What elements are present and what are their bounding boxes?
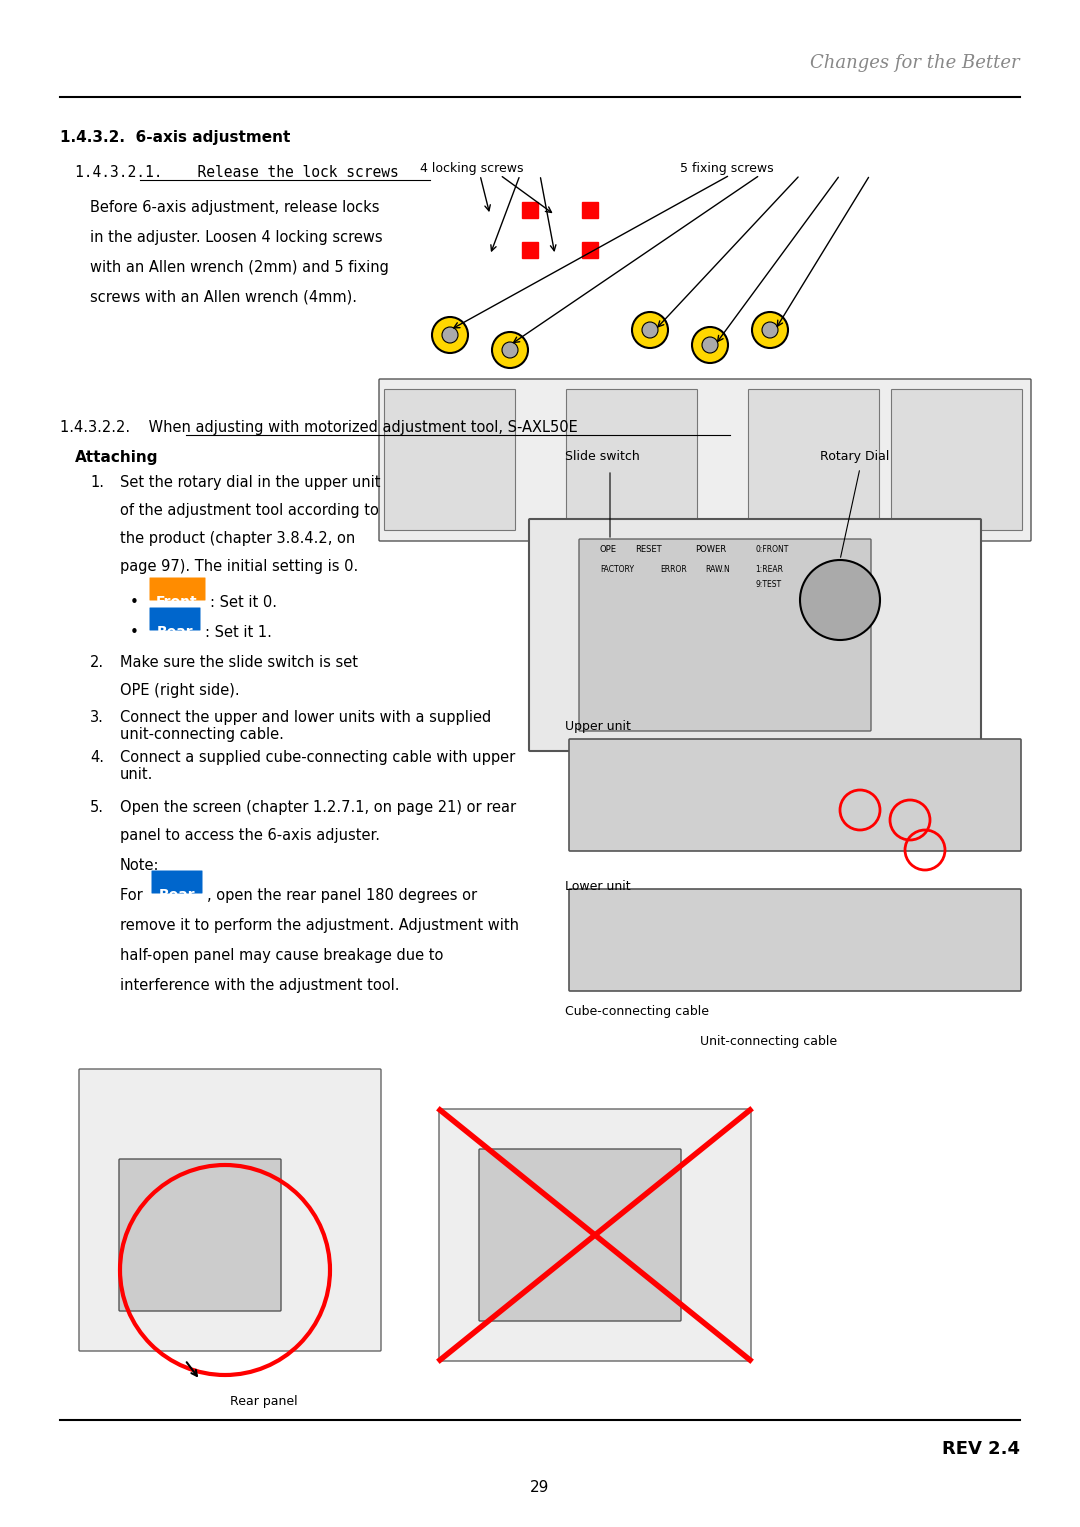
Text: Unit-connecting cable: Unit-connecting cable — [700, 1035, 837, 1048]
Text: 1.4.3.2.1.    Release the lock screws: 1.4.3.2.1. Release the lock screws — [75, 165, 399, 180]
Circle shape — [800, 560, 880, 640]
FancyBboxPatch shape — [480, 1148, 681, 1321]
Text: •: • — [130, 596, 139, 609]
Bar — [522, 202, 538, 218]
Text: 1.4.3.2.  6-axis adjustment: 1.4.3.2. 6-axis adjustment — [60, 130, 291, 145]
Text: Slide switch: Slide switch — [565, 450, 639, 463]
Text: Connect the upper and lower units with a supplied
unit-connecting cable.: Connect the upper and lower units with a… — [120, 710, 491, 742]
Circle shape — [642, 322, 658, 337]
Text: 4 locking screws: 4 locking screws — [420, 162, 524, 176]
Text: Make sure the slide switch is set: Make sure the slide switch is set — [120, 655, 357, 670]
Text: screws with an Allen wrench (4mm).: screws with an Allen wrench (4mm). — [90, 290, 357, 305]
Circle shape — [702, 337, 718, 353]
Text: Rear: Rear — [157, 625, 193, 638]
Text: Rear: Rear — [159, 889, 195, 902]
FancyBboxPatch shape — [79, 1069, 381, 1351]
Text: RESET: RESET — [635, 545, 662, 554]
Circle shape — [432, 318, 468, 353]
Text: remove it to perform the adjustment. Adjustment with: remove it to perform the adjustment. Adj… — [120, 918, 519, 933]
Bar — [582, 241, 598, 258]
Circle shape — [632, 312, 669, 348]
FancyBboxPatch shape — [569, 739, 1021, 851]
FancyBboxPatch shape — [384, 389, 515, 530]
Text: in the adjuster. Loosen 4 locking screws: in the adjuster. Loosen 4 locking screws — [90, 231, 382, 244]
FancyBboxPatch shape — [529, 519, 981, 751]
Text: : Set it 0.: : Set it 0. — [210, 596, 276, 609]
FancyBboxPatch shape — [151, 870, 203, 893]
Text: Connect a supplied cube-connecting cable with upper
unit.: Connect a supplied cube-connecting cable… — [120, 750, 515, 782]
Text: 29: 29 — [530, 1480, 550, 1495]
FancyBboxPatch shape — [579, 539, 870, 731]
Text: POWER: POWER — [696, 545, 726, 554]
Text: OPE: OPE — [600, 545, 617, 554]
Text: Before 6-axis adjustment, release locks: Before 6-axis adjustment, release locks — [90, 200, 379, 215]
Text: : Set it 1.: : Set it 1. — [205, 625, 272, 640]
Circle shape — [752, 312, 788, 348]
Text: 4.: 4. — [90, 750, 104, 765]
Text: Changes for the Better: Changes for the Better — [810, 53, 1020, 72]
FancyBboxPatch shape — [438, 1109, 751, 1361]
FancyBboxPatch shape — [379, 379, 1031, 541]
FancyBboxPatch shape — [748, 389, 879, 530]
Text: 0:FRONT: 0:FRONT — [755, 545, 788, 554]
Text: ERROR: ERROR — [660, 565, 687, 574]
Text: 5 fixing screws: 5 fixing screws — [680, 162, 773, 176]
FancyBboxPatch shape — [149, 577, 205, 600]
Text: 2.: 2. — [90, 655, 104, 670]
Text: Rotary Dial: Rotary Dial — [820, 450, 889, 463]
Text: Set the rotary dial in the upper unit: Set the rotary dial in the upper unit — [120, 475, 380, 490]
Text: of the adjustment tool according to: of the adjustment tool according to — [120, 502, 379, 518]
Text: Cube-connecting cable: Cube-connecting cable — [565, 1005, 708, 1019]
Text: 1.: 1. — [90, 475, 104, 490]
Bar — [522, 241, 538, 258]
Text: Rear panel: Rear panel — [230, 1396, 298, 1408]
Text: page 97). The initial setting is 0.: page 97). The initial setting is 0. — [120, 559, 359, 574]
Circle shape — [502, 342, 518, 357]
Text: the product (chapter 3.8.4.2, on: the product (chapter 3.8.4.2, on — [120, 531, 355, 547]
FancyBboxPatch shape — [891, 389, 1023, 530]
Circle shape — [692, 327, 728, 363]
Text: half-open panel may cause breakage due to: half-open panel may cause breakage due t… — [120, 948, 444, 964]
Text: panel to access the 6-axis adjuster.: panel to access the 6-axis adjuster. — [120, 828, 380, 843]
FancyBboxPatch shape — [149, 608, 201, 631]
Text: REV 2.4: REV 2.4 — [942, 1440, 1020, 1458]
FancyBboxPatch shape — [119, 1159, 281, 1312]
Text: Upper unit: Upper unit — [565, 721, 631, 733]
Circle shape — [492, 331, 528, 368]
Bar — [582, 202, 598, 218]
Text: 5.: 5. — [90, 800, 104, 815]
Text: 1:REAR: 1:REAR — [755, 565, 783, 574]
Text: Front: Front — [157, 596, 198, 609]
FancyBboxPatch shape — [569, 889, 1021, 991]
Text: FACTORY: FACTORY — [600, 565, 634, 574]
Text: Open the screen (chapter 1.2.7.1, on page 21) or rear: Open the screen (chapter 1.2.7.1, on pag… — [120, 800, 516, 815]
Text: OPE (right side).: OPE (right side). — [120, 683, 240, 698]
Text: 3.: 3. — [90, 710, 104, 725]
Text: , open the rear panel 180 degrees or: , open the rear panel 180 degrees or — [207, 889, 477, 902]
Text: interference with the adjustment tool.: interference with the adjustment tool. — [120, 977, 400, 993]
Text: RAW.N: RAW.N — [705, 565, 730, 574]
Circle shape — [442, 327, 458, 344]
Text: with an Allen wrench (2mm) and 5 fixing: with an Allen wrench (2mm) and 5 fixing — [90, 260, 389, 275]
Text: 9:TEST: 9:TEST — [755, 580, 781, 589]
Text: Lower unit: Lower unit — [565, 880, 631, 893]
Text: Note:: Note: — [120, 858, 160, 873]
Text: Attaching: Attaching — [75, 450, 159, 466]
Text: 1.4.3.2.2.    When adjusting with motorized adjustment tool, S-AXL50E: 1.4.3.2.2. When adjusting with motorized… — [60, 420, 578, 435]
Text: For: For — [120, 889, 147, 902]
FancyBboxPatch shape — [567, 389, 698, 530]
Circle shape — [762, 322, 778, 337]
Text: •: • — [130, 625, 139, 640]
